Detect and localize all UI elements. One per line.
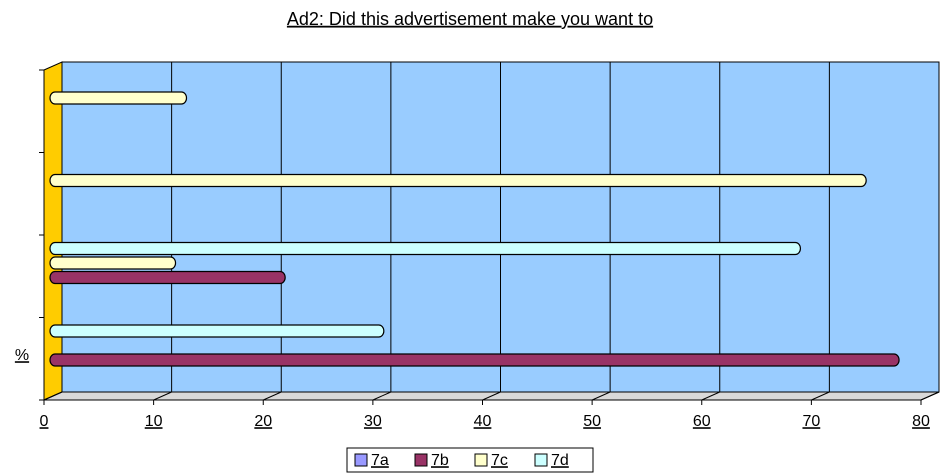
grid-line xyxy=(153,391,172,401)
grid-line xyxy=(701,391,720,401)
legend-label: 7c xyxy=(491,452,508,469)
legend-swatch xyxy=(474,453,488,467)
x-tick-label: 10 xyxy=(145,413,163,430)
x-tick-label: 50 xyxy=(583,413,601,430)
x-tick-label: 70 xyxy=(802,413,820,430)
bar xyxy=(49,353,900,367)
x-tick-label: 0 xyxy=(40,413,49,430)
grid-line xyxy=(920,391,940,401)
legend-label: 7b xyxy=(431,452,449,469)
bar xyxy=(49,173,867,188)
grid-line xyxy=(372,391,392,401)
x-tick-label: 30 xyxy=(364,413,382,430)
legend-label: 7a xyxy=(371,452,389,469)
grid-line xyxy=(591,391,611,401)
legend-label: 7d xyxy=(551,452,569,469)
grid-line xyxy=(263,391,282,401)
x-tick-label: 20 xyxy=(254,413,272,430)
x-tick-label: 60 xyxy=(693,413,711,430)
legend-swatch xyxy=(534,453,548,467)
grid-line xyxy=(811,391,830,401)
bar xyxy=(49,324,385,338)
bar xyxy=(49,256,177,270)
chart-title: Ad2: Did this advertisement make you wan… xyxy=(287,9,653,29)
y-axis-title: % xyxy=(15,347,29,364)
grid-line xyxy=(482,391,501,401)
grid-line xyxy=(43,391,63,401)
legend-box xyxy=(346,447,594,473)
bar xyxy=(49,241,802,256)
legend-swatch xyxy=(414,453,428,467)
x-tick-label: 80 xyxy=(912,413,930,430)
side-wall xyxy=(43,61,63,401)
x-tick-label: 40 xyxy=(474,413,492,430)
legend-swatch xyxy=(354,453,368,467)
bar xyxy=(49,270,286,285)
bar xyxy=(49,91,188,105)
